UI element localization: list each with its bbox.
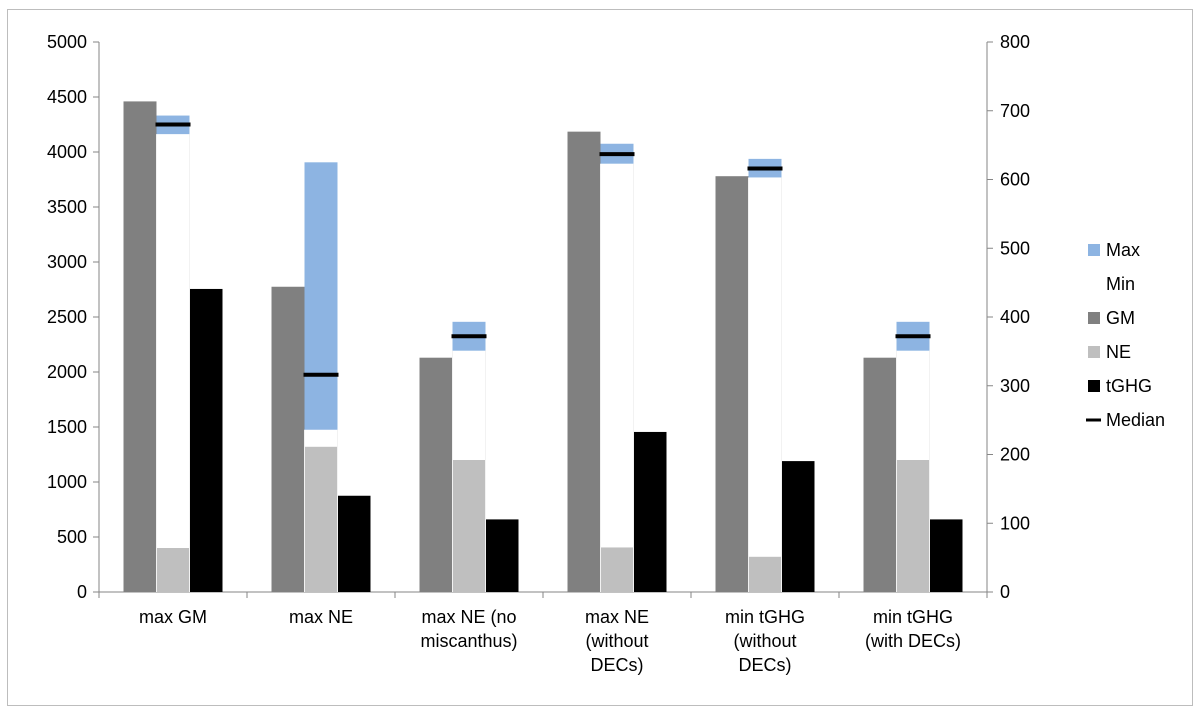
right-axis-tick-label: 600 [1000,170,1030,190]
legend-swatch-gm [1088,312,1100,324]
x-axis-category-label: (with DECs) [865,631,961,651]
right-axis-tick-label: 300 [1000,376,1030,396]
right-axis-tick-label: 800 [1000,32,1030,52]
legend-label-ne: NE [1106,342,1131,362]
left-axis-tick-label: 2000 [47,362,87,382]
left-axis-tick-label: 3500 [47,197,87,217]
right-axis-tick-label: 500 [1000,238,1030,258]
legend-label-max: Max [1106,240,1140,260]
left-axis-tick-label: 1000 [47,472,87,492]
x-axis-category-label: miscanthus) [420,631,517,651]
bar-tghg [485,519,519,592]
left-axis-tick-label: 3000 [47,252,87,272]
legend-swatch-ne [1088,346,1100,358]
legend-label-min: Min [1106,274,1135,294]
bar-gm [715,176,749,592]
x-axis-category-label: DECs) [739,655,792,675]
bar-ne [452,460,486,592]
left-axis-tick-label: 2500 [47,307,87,327]
bar-ne [304,446,338,592]
legend-swatch-max [1088,244,1100,256]
right-axis-tick-label: 200 [1000,445,1030,465]
bar-ne [748,556,782,592]
bar-tghg [781,461,815,592]
left-axis-tick-label: 4000 [47,142,87,162]
left-axis-tick-label: 500 [57,527,87,547]
x-axis-category-label: max NE [585,607,649,627]
bar-tghg [189,288,223,592]
right-axis-tick-label: 0 [1000,582,1010,602]
left-axis-tick-label: 4500 [47,87,87,107]
right-axis-tick-label: 400 [1000,307,1030,327]
x-axis-category-label: (without [733,631,796,651]
right-axis-tick-label: 100 [1000,513,1030,533]
left-axis-tick-label: 5000 [47,32,87,52]
x-axis-category-label: DECs) [591,655,644,675]
x-axis-category-label: max NE (no [421,607,516,627]
bar-gm [271,286,305,592]
bar-gm [419,357,453,592]
bar-ne [600,547,634,592]
x-axis-category-label: (without [585,631,648,651]
bar-tghg [633,431,667,592]
bar-gm [567,131,601,592]
bar-gm [863,357,897,592]
legend-label-tghg: tGHG [1106,376,1152,396]
legend-swatch-tghg [1088,380,1100,392]
right-axis-tick-label: 700 [1000,101,1030,121]
x-axis-category-label: max GM [139,607,207,627]
bar-ne [156,548,190,592]
left-axis-tick-label: 1500 [47,417,87,437]
bar-tghg [929,519,963,592]
left-axis-tick-label: 0 [77,582,87,602]
x-axis-category-label: max NE [289,607,353,627]
legend-label-median: Median [1106,410,1165,430]
bar-gm [123,101,157,593]
bar-ne [896,460,930,592]
legend-label-gm: GM [1106,308,1135,328]
x-axis-category-label: min tGHG [725,607,805,627]
range-max-bar [304,162,338,430]
bar-tghg [337,495,371,592]
x-axis-category-label: min tGHG [873,607,953,627]
